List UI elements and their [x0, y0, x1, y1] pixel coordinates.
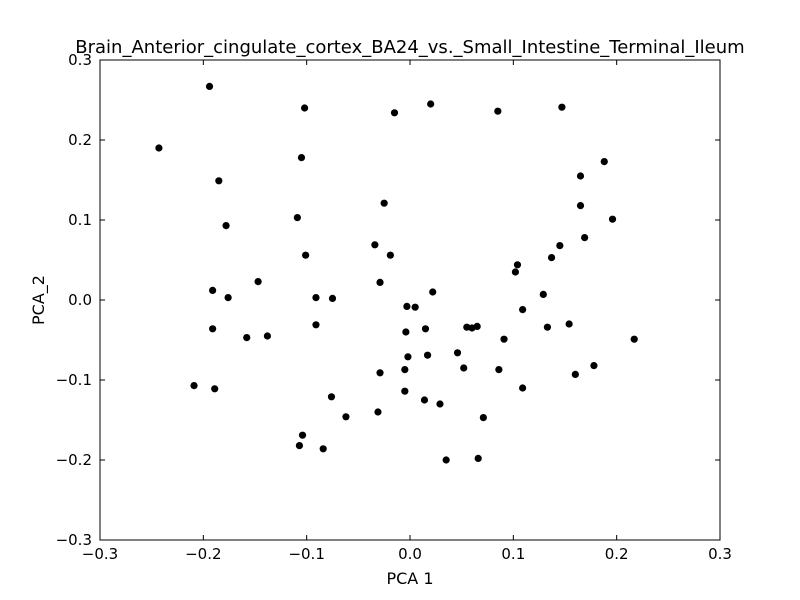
- data-point: [211, 385, 219, 393]
- data-point: [460, 364, 468, 372]
- y-tick-label: −0.1: [56, 371, 92, 389]
- data-point: [556, 242, 564, 250]
- data-point: [495, 366, 503, 374]
- data-point: [421, 325, 430, 333]
- data-point: [511, 268, 519, 276]
- data-point: [263, 332, 271, 340]
- y-tick-label: 0.3: [68, 51, 92, 69]
- data-point: [376, 278, 384, 286]
- data-point: [576, 202, 585, 210]
- data-point: [390, 109, 399, 117]
- data-point: [513, 261, 522, 269]
- data-point: [293, 214, 301, 222]
- data-point: [376, 369, 384, 377]
- data-point: [155, 144, 163, 152]
- data-point: [209, 325, 217, 333]
- data-points: [155, 82, 638, 464]
- data-point: [581, 234, 589, 242]
- data-point: [429, 288, 437, 296]
- data-point: [479, 414, 487, 422]
- data-point: [436, 400, 444, 408]
- data-point: [312, 294, 320, 302]
- data-point: [328, 294, 337, 302]
- data-point: [404, 353, 412, 361]
- y-tick-label: 0.1: [68, 211, 92, 229]
- y-tick-label: −0.2: [56, 451, 92, 469]
- x-tick-label: 0.3: [708, 545, 732, 563]
- data-point: [342, 413, 350, 421]
- plot-area-frame: [99, 59, 721, 541]
- data-point: [401, 366, 409, 374]
- data-point: [590, 362, 598, 370]
- x-tick-label: −0.2: [185, 545, 221, 563]
- data-point: [298, 431, 307, 439]
- x-tick-label: −0.3: [82, 545, 118, 563]
- data-point: [224, 294, 232, 302]
- data-point: [423, 351, 432, 359]
- x-axis-label: PCA 1: [386, 569, 433, 588]
- data-point: [500, 335, 508, 343]
- x-tick-label: −0.1: [288, 545, 324, 563]
- data-point: [295, 442, 304, 450]
- data-point: [411, 303, 419, 311]
- data-point: [209, 286, 217, 294]
- data-point: [608, 215, 617, 223]
- data-point: [420, 396, 429, 404]
- data-point: [380, 199, 388, 207]
- data-point: [302, 251, 310, 259]
- y-axis-label: PCA_2: [29, 275, 49, 325]
- x-tick-label: 0.2: [605, 545, 629, 563]
- data-point: [402, 328, 410, 336]
- data-point: [600, 158, 608, 166]
- data-point: [371, 241, 379, 249]
- data-point: [312, 321, 320, 329]
- data-point: [543, 323, 552, 331]
- data-point: [319, 445, 327, 453]
- data-point: [222, 222, 230, 230]
- y-tick-label: 0.2: [68, 131, 92, 149]
- data-point: [474, 454, 482, 462]
- data-point: [190, 382, 198, 390]
- data-point: [297, 154, 306, 162]
- data-point: [403, 302, 411, 310]
- y-tick-label: −0.3: [56, 531, 92, 549]
- data-point: [327, 393, 336, 401]
- data-point: [243, 334, 251, 342]
- data-point: [539, 290, 547, 298]
- data-point: [427, 100, 435, 108]
- data-point: [374, 408, 382, 416]
- x-tick-label: 0.0: [398, 545, 422, 563]
- data-point: [576, 172, 585, 180]
- data-point: [205, 82, 214, 90]
- data-point: [630, 335, 638, 343]
- data-point: [215, 177, 223, 185]
- data-point: [571, 370, 579, 378]
- data-point: [386, 251, 394, 259]
- data-point: [558, 103, 566, 111]
- data-point: [565, 320, 573, 328]
- data-point: [442, 456, 450, 464]
- data-point: [519, 306, 527, 314]
- data-point: [254, 278, 262, 286]
- axis-ticks: −0.3 −0.2 −0.1 0.0 0.1 0.2 0.3 −0.3 −0.2 −0.1 0.0 0…: [56, 51, 732, 563]
- chart-title: Brain_Anterior_cingulate_cortex_BA24_vs.…: [75, 37, 744, 58]
- y-tick-label: 0.0: [68, 291, 92, 309]
- data-point: [453, 349, 462, 357]
- data-point: [519, 384, 527, 392]
- x-tick-label: 0.1: [501, 545, 525, 563]
- data-point: [494, 107, 502, 115]
- data-point: [547, 254, 556, 262]
- data-point: [473, 322, 481, 330]
- data-point: [401, 387, 409, 395]
- data-point: [301, 104, 309, 112]
